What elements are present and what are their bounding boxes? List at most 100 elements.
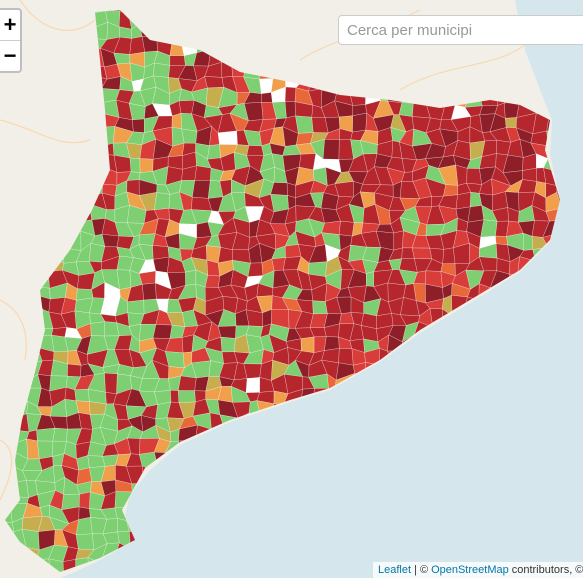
municipality[interactable] [23,205,38,224]
municipality[interactable] [455,50,472,68]
municipality[interactable] [295,61,313,82]
municipality[interactable] [503,63,524,80]
municipality[interactable] [478,74,499,95]
municipality[interactable] [444,89,456,106]
municipality[interactable] [75,156,94,170]
municipality[interactable] [47,105,66,118]
municipality[interactable] [245,377,260,393]
municipality[interactable] [13,74,28,95]
municipality[interactable] [24,287,43,297]
municipality[interactable] [35,219,53,235]
municipality[interactable] [9,270,27,290]
municipality[interactable] [192,0,211,17]
municipality[interactable] [0,181,16,198]
municipality[interactable] [52,126,66,147]
municipality[interactable] [64,75,80,96]
municipality[interactable] [116,269,132,290]
municipality[interactable] [0,297,15,316]
municipality[interactable] [411,49,432,69]
municipality[interactable] [231,13,249,29]
municipality[interactable] [21,233,41,251]
municipality[interactable] [76,177,93,197]
municipality[interactable] [60,192,78,211]
municipality[interactable] [453,74,472,95]
municipality[interactable] [232,25,249,43]
municipality[interactable] [9,496,29,505]
municipality[interactable] [9,192,24,209]
municipality[interactable] [504,77,524,93]
municipality[interactable] [169,40,185,56]
municipality[interactable] [0,387,14,403]
municipality[interactable] [519,88,534,104]
municipality[interactable] [494,0,509,11]
municipality[interactable] [271,61,286,80]
municipality[interactable] [36,139,56,157]
municipality[interactable] [295,22,315,41]
municipality[interactable] [165,21,184,42]
municipality[interactable] [347,75,367,94]
municipality[interactable] [0,375,14,394]
municipality[interactable] [0,428,13,447]
municipality[interactable] [104,372,118,395]
municipality[interactable] [0,554,17,570]
municipality[interactable] [389,49,405,66]
municipality[interactable] [314,0,329,17]
municipality[interactable] [522,167,537,182]
municipality[interactable] [48,190,64,211]
municipality[interactable] [0,139,12,157]
municipality[interactable] [248,25,260,43]
municipality[interactable] [165,15,184,30]
municipality[interactable] [36,23,55,38]
municipality[interactable] [9,334,24,352]
municipality[interactable] [231,61,246,78]
municipality[interactable] [60,208,80,224]
municipality[interactable] [22,164,41,184]
municipality[interactable] [23,154,42,171]
municipality[interactable] [347,63,363,81]
municipality[interactable] [282,29,301,37]
municipality[interactable] [181,128,198,144]
municipality[interactable] [34,116,53,131]
municipality[interactable] [10,244,24,264]
municipality[interactable] [322,139,340,160]
municipality[interactable] [37,0,55,12]
municipality[interactable] [1,544,17,560]
municipality[interactable] [373,47,395,63]
municipality[interactable] [92,127,108,146]
municipality[interactable] [336,48,354,68]
municipality[interactable] [9,257,24,271]
municipality[interactable] [129,157,141,173]
municipality[interactable] [39,67,55,83]
municipality[interactable] [0,196,15,209]
municipality[interactable] [36,35,55,51]
municipality[interactable] [0,531,15,545]
municipality[interactable] [269,48,286,65]
municipality[interactable] [359,62,375,82]
municipality[interactable] [128,0,141,17]
municipality[interactable] [22,336,38,352]
municipality[interactable] [62,230,82,251]
municipality[interactable] [0,452,17,469]
municipality[interactable] [0,349,12,368]
municipality[interactable] [270,182,288,196]
municipality[interactable] [9,295,26,313]
osm-link[interactable]: OpenStreetMap [431,564,509,576]
municipality[interactable] [269,0,287,17]
municipality[interactable] [11,219,30,235]
municipality[interactable] [0,326,15,338]
municipality[interactable] [139,0,160,17]
municipality[interactable] [29,559,37,574]
municipality[interactable] [338,348,354,366]
municipality[interactable] [47,255,65,273]
municipality[interactable] [15,229,27,249]
municipality[interactable] [53,75,66,96]
municipality[interactable] [11,117,30,134]
municipality[interactable] [0,286,15,302]
municipality[interactable] [153,62,171,78]
municipality[interactable] [47,115,66,129]
municipality[interactable] [401,90,418,103]
municipality[interactable] [78,10,95,30]
municipality[interactable] [352,112,368,133]
municipality[interactable] [64,115,78,132]
municipality[interactable] [151,16,171,24]
